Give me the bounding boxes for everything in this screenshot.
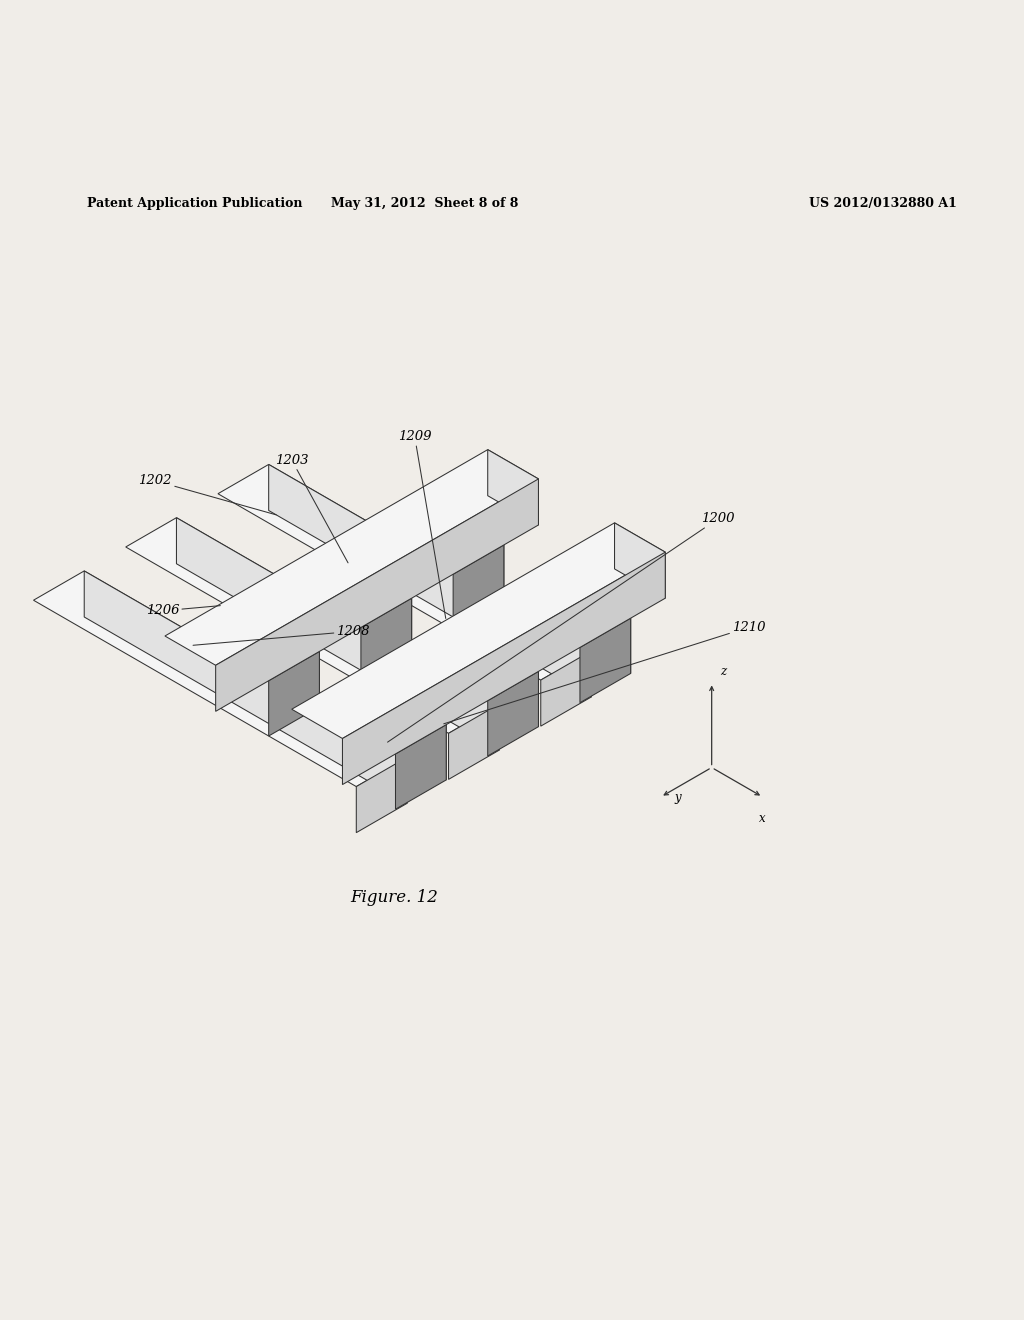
Text: 1200: 1200 <box>387 512 735 742</box>
Text: 1202: 1202 <box>138 474 276 515</box>
Polygon shape <box>541 651 592 726</box>
Polygon shape <box>268 465 592 697</box>
Polygon shape <box>342 552 666 784</box>
Polygon shape <box>449 704 500 779</box>
Text: US 2012/0132880 A1: US 2012/0132880 A1 <box>809 197 956 210</box>
Polygon shape <box>395 725 446 809</box>
Polygon shape <box>218 622 319 681</box>
Text: May 31, 2012  Sheet 8 of 8: May 31, 2012 Sheet 8 of 8 <box>332 197 518 210</box>
Polygon shape <box>402 516 504 574</box>
Text: 1208: 1208 <box>194 624 370 645</box>
Polygon shape <box>580 618 631 702</box>
Text: 1206: 1206 <box>145 605 220 618</box>
Polygon shape <box>356 758 407 833</box>
Polygon shape <box>216 479 539 711</box>
Text: z: z <box>720 665 726 678</box>
Polygon shape <box>487 450 539 525</box>
Polygon shape <box>454 545 504 630</box>
Text: x: x <box>760 812 766 825</box>
Text: 1203: 1203 <box>275 454 348 562</box>
Polygon shape <box>268 622 319 706</box>
Polygon shape <box>580 589 631 673</box>
Polygon shape <box>360 569 412 653</box>
Polygon shape <box>395 696 446 780</box>
Polygon shape <box>345 696 446 754</box>
Text: 1209: 1209 <box>398 430 445 619</box>
Polygon shape <box>84 572 407 804</box>
Polygon shape <box>176 517 500 750</box>
Polygon shape <box>437 642 539 701</box>
Polygon shape <box>487 672 539 756</box>
Polygon shape <box>165 450 539 665</box>
Polygon shape <box>310 569 412 627</box>
Polygon shape <box>614 523 666 598</box>
Text: 1210: 1210 <box>443 620 766 723</box>
Polygon shape <box>126 517 500 734</box>
Polygon shape <box>360 598 412 682</box>
Polygon shape <box>454 516 504 601</box>
Polygon shape <box>529 589 631 647</box>
Text: y: y <box>675 791 682 804</box>
Text: Figure. 12: Figure. 12 <box>350 890 438 906</box>
Polygon shape <box>487 642 539 727</box>
Polygon shape <box>268 652 319 737</box>
Polygon shape <box>292 523 666 738</box>
Polygon shape <box>218 465 592 680</box>
Polygon shape <box>34 572 407 787</box>
Text: Patent Application Publication: Patent Application Publication <box>87 197 302 210</box>
